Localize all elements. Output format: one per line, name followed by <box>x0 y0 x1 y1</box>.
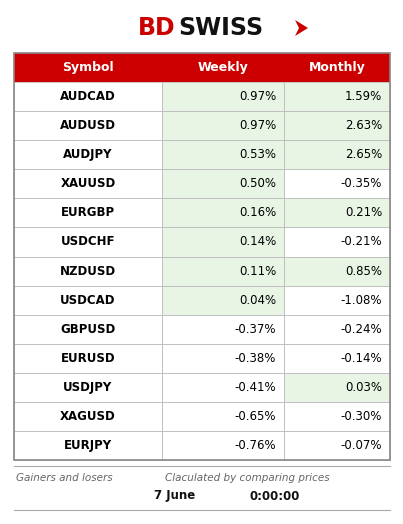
Bar <box>14 82 162 111</box>
Bar <box>14 140 162 169</box>
Bar <box>162 257 284 286</box>
Text: XAUUSD: XAUUSD <box>60 177 116 190</box>
Text: Weekly: Weekly <box>197 61 248 74</box>
Bar <box>14 344 162 373</box>
Bar <box>14 111 162 140</box>
Text: 0.97%: 0.97% <box>239 119 276 132</box>
Bar <box>162 169 284 199</box>
Bar <box>162 140 284 169</box>
Bar <box>14 227 162 257</box>
Text: Claculated by comparing prices: Claculated by comparing prices <box>165 473 330 483</box>
Bar <box>162 431 284 460</box>
Text: 2.65%: 2.65% <box>345 148 382 161</box>
Bar <box>284 111 390 140</box>
Bar <box>162 344 284 373</box>
Text: USDJPY: USDJPY <box>63 381 112 394</box>
Text: Monthly: Monthly <box>309 61 366 74</box>
Text: -0.30%: -0.30% <box>341 410 382 423</box>
Bar <box>162 82 284 111</box>
Text: -0.38%: -0.38% <box>235 352 276 365</box>
Text: -0.76%: -0.76% <box>235 439 276 452</box>
Bar <box>284 199 390 227</box>
Text: -0.24%: -0.24% <box>341 323 382 336</box>
Polygon shape <box>295 20 308 36</box>
Text: 7 June: 7 June <box>154 489 195 503</box>
Text: 0.11%: 0.11% <box>239 265 276 278</box>
Bar <box>14 257 162 286</box>
Bar <box>14 169 162 199</box>
Bar <box>284 286 390 314</box>
Bar <box>284 227 390 257</box>
Text: 0.16%: 0.16% <box>239 206 276 220</box>
Text: AUDUSD: AUDUSD <box>60 119 116 132</box>
Text: 0.53%: 0.53% <box>239 148 276 161</box>
Text: 0:00:00: 0:00:00 <box>250 489 300 503</box>
Text: Symbol: Symbol <box>62 61 114 74</box>
Text: -0.37%: -0.37% <box>235 323 276 336</box>
Text: -0.14%: -0.14% <box>341 352 382 365</box>
Bar <box>284 82 390 111</box>
Bar <box>14 199 162 227</box>
Text: USDCAD: USDCAD <box>60 293 116 307</box>
Bar <box>162 286 284 314</box>
Text: 2.63%: 2.63% <box>345 119 382 132</box>
Bar <box>14 286 162 314</box>
Text: USDCHF: USDCHF <box>61 235 115 248</box>
Text: BD: BD <box>137 16 175 40</box>
Text: Gainers and losers: Gainers and losers <box>16 473 112 483</box>
Text: 0.85%: 0.85% <box>345 265 382 278</box>
Bar <box>284 344 390 373</box>
Text: -0.41%: -0.41% <box>235 381 276 394</box>
Bar <box>14 53 390 460</box>
Text: 0.97%: 0.97% <box>239 90 276 103</box>
Text: 0.03%: 0.03% <box>345 381 382 394</box>
Bar <box>162 402 284 431</box>
Text: XAGUSD: XAGUSD <box>60 410 116 423</box>
Text: AUDJPY: AUDJPY <box>63 148 113 161</box>
Bar <box>14 53 390 82</box>
Text: -1.08%: -1.08% <box>341 293 382 307</box>
Text: -0.07%: -0.07% <box>341 439 382 452</box>
Text: EURGBP: EURGBP <box>61 206 115 220</box>
Text: 0.50%: 0.50% <box>239 177 276 190</box>
Text: -0.21%: -0.21% <box>341 235 382 248</box>
Bar <box>14 402 162 431</box>
Bar <box>162 199 284 227</box>
Bar <box>284 257 390 286</box>
Text: NZDUSD: NZDUSD <box>60 265 116 278</box>
Text: 0.21%: 0.21% <box>345 206 382 220</box>
Text: AUDCAD: AUDCAD <box>60 90 116 103</box>
Text: -0.35%: -0.35% <box>341 177 382 190</box>
Bar <box>162 111 284 140</box>
Bar <box>14 314 162 344</box>
Text: 1.59%: 1.59% <box>345 90 382 103</box>
Bar <box>284 314 390 344</box>
Bar <box>14 373 162 402</box>
Text: -0.65%: -0.65% <box>235 410 276 423</box>
Bar <box>284 402 390 431</box>
Bar <box>284 169 390 199</box>
Bar <box>284 140 390 169</box>
Text: 0.14%: 0.14% <box>239 235 276 248</box>
Bar <box>162 227 284 257</box>
Text: GBPUSD: GBPUSD <box>60 323 116 336</box>
Bar <box>162 314 284 344</box>
Bar <box>162 373 284 402</box>
Bar <box>284 431 390 460</box>
Bar <box>14 431 162 460</box>
Text: EURJPY: EURJPY <box>64 439 112 452</box>
Bar <box>284 373 390 402</box>
Text: 0.04%: 0.04% <box>239 293 276 307</box>
Text: SWISS: SWISS <box>178 16 263 40</box>
Text: EURUSD: EURUSD <box>61 352 115 365</box>
